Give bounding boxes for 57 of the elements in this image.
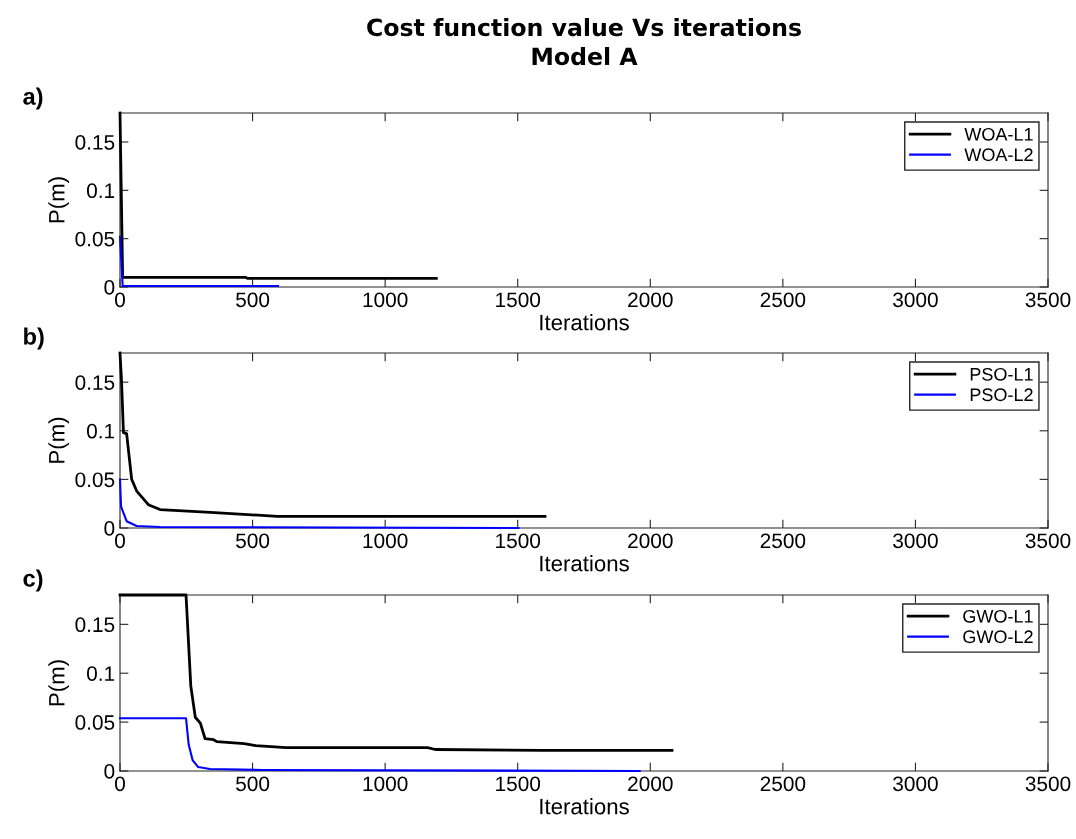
legend-label: GWO-L2 [963, 630, 1033, 644]
text: a) [23, 87, 43, 110]
x-tick-label: 2500 [760, 533, 806, 549]
x-tick-label: 3000 [893, 776, 938, 792]
y-tick-label: 0 [104, 280, 115, 295]
legend-label: GWO-L1 [963, 609, 1033, 623]
x-tick-label: 2500 [760, 776, 806, 792]
x-tick-label: 0 [115, 292, 125, 308]
x-tick-label: 2500 [760, 292, 806, 308]
text: c) [23, 569, 43, 592]
y-tick-label: 0.05 [75, 231, 115, 247]
line-series [118, 593, 674, 752]
x-tick-label: 1500 [496, 292, 541, 308]
y-tick-label: 0.05 [75, 715, 115, 730]
line-series [118, 717, 641, 773]
x-tick-label: 3500 [1025, 292, 1071, 308]
x-tick-label: 2000 [628, 776, 673, 792]
x-tick-label: 0 [115, 776, 125, 792]
y-tick-label: 0 [104, 764, 115, 779]
y-tick-label: 0.15 [75, 375, 115, 390]
text: b) [24, 327, 44, 350]
line-series [118, 351, 547, 518]
x-tick-label: 3500 [1025, 776, 1071, 792]
y-tick-label: 0.05 [75, 472, 115, 488]
y-tick-label: 0.15 [75, 135, 115, 150]
legend-label: PSO-L2 [970, 388, 1033, 402]
x-tick-label: 500 [236, 776, 270, 792]
legend-label: WOA-L2 [964, 148, 1033, 162]
x-tick-label: 1000 [363, 533, 408, 549]
y-tick-label: 0.15 [75, 617, 115, 633]
x-axis-title: Iterations [540, 314, 629, 331]
x-tick-label: 1500 [496, 776, 541, 792]
x-tick-label: 1500 [496, 533, 541, 549]
legend-label: WOA-L1 [964, 127, 1033, 141]
y-tick-label: 0.1 [86, 423, 115, 439]
chart-subtitle: Model A [532, 47, 638, 66]
y-axis-title: P(m) [48, 660, 70, 706]
line-series [118, 478, 520, 530]
y-tick-label: 0.1 [86, 183, 115, 199]
y-tick-label: 0.1 [86, 666, 115, 681]
x-tick-label: 2000 [628, 533, 673, 549]
x-axis-title: Iterations [540, 555, 629, 572]
y-axis-title: P(m) [48, 417, 70, 463]
chart-title: Cost function value Vs iterations [367, 18, 801, 37]
x-axis-title: Iterations [540, 798, 629, 815]
x-tick-label: 1000 [363, 292, 408, 308]
x-tick-label: 500 [236, 292, 270, 308]
x-tick-label: 3000 [893, 292, 938, 308]
x-tick-label: 2000 [628, 292, 673, 308]
x-tick-label: 500 [236, 533, 270, 549]
x-tick-label: 3000 [893, 533, 938, 549]
legend-label: PSO-L1 [970, 367, 1033, 381]
x-tick-label: 0 [115, 533, 125, 549]
y-tick-label: 0 [104, 521, 115, 536]
x-tick-label: 1000 [363, 776, 408, 792]
y-axis-title: P(m) [48, 177, 70, 223]
x-tick-label: 3500 [1025, 533, 1071, 549]
